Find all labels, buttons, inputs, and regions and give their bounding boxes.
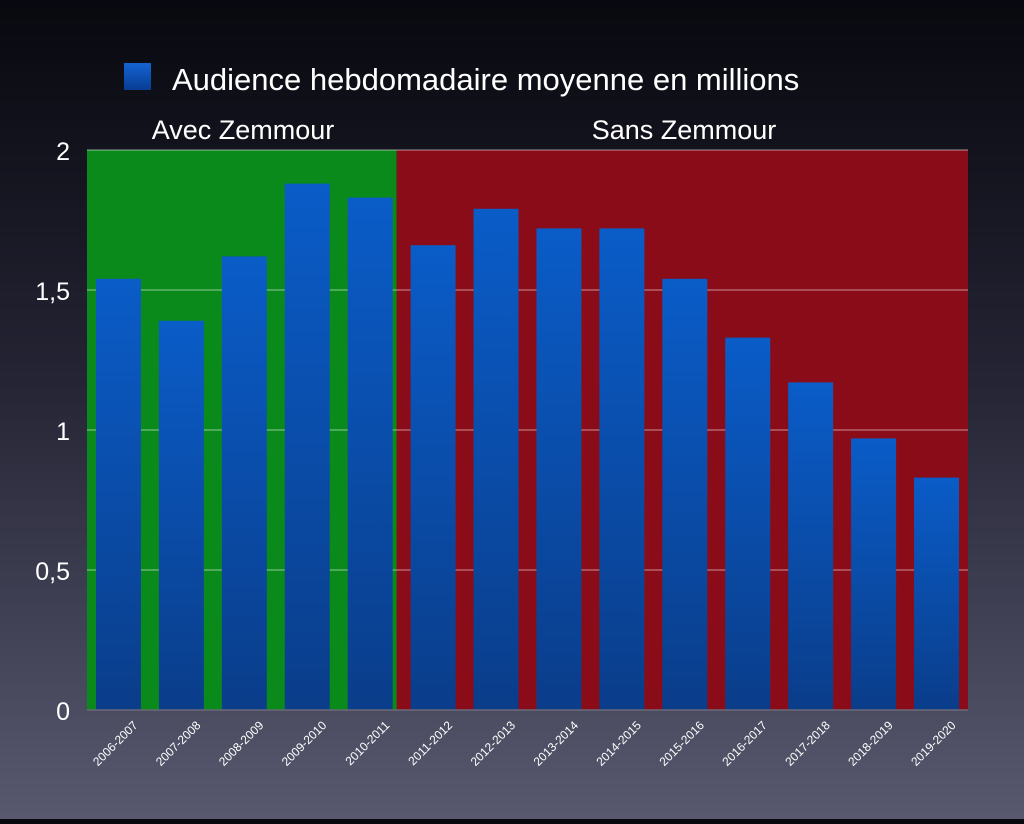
bar-2008-2009 xyxy=(221,256,267,710)
x-tick-label: 2007-2008 xyxy=(153,718,204,769)
region-labels: Avec Zemmour Sans Zemmour xyxy=(152,115,777,145)
bars xyxy=(95,183,960,711)
legend-swatch xyxy=(124,63,151,90)
x-tick-label: 2009-2010 xyxy=(279,718,330,769)
x-tick-label: 2019-2020 xyxy=(908,718,959,769)
x-tick-label: 2015-2016 xyxy=(656,718,707,769)
bar-2018-2019 xyxy=(851,438,897,710)
y-tick-label: 0,5 xyxy=(35,558,70,586)
x-tick-label: 2016-2017 xyxy=(719,718,770,769)
x-tick-label: 2014-2015 xyxy=(594,718,645,769)
region-label-sans: Sans Zemmour xyxy=(592,115,777,145)
bar-2012-2013 xyxy=(473,208,519,711)
x-tick-label: 2017-2018 xyxy=(782,718,833,769)
bar-2016-2017 xyxy=(725,337,771,710)
x-tick-label: 2010-2011 xyxy=(342,718,392,768)
x-tick-label: 2006-2007 xyxy=(90,718,141,769)
y-tick-label: 1,5 xyxy=(35,278,70,306)
bar-2006-2007 xyxy=(95,278,141,710)
x-tick-label: 2012-2013 xyxy=(468,718,519,769)
bar-2009-2010 xyxy=(284,183,330,711)
bar-2014-2015 xyxy=(599,228,645,710)
x-tick-label: 2018-2019 xyxy=(845,718,896,769)
region-label-avec: Avec Zemmour xyxy=(152,115,335,145)
legend-label: Audience hebdomadaire moyenne en million… xyxy=(172,62,799,97)
bar-2019-2020 xyxy=(914,477,960,710)
bar-2010-2011 xyxy=(347,197,393,711)
y-tick-label: 1 xyxy=(56,418,70,446)
x-tick-label: 2013-2014 xyxy=(531,718,582,769)
bar-2015-2016 xyxy=(662,278,708,710)
bar-2013-2014 xyxy=(536,228,582,710)
bar-2011-2012 xyxy=(410,245,456,710)
legend: Audience hebdomadaire moyenne en million… xyxy=(124,62,799,97)
x-tick-label: 2008-2009 xyxy=(216,718,267,769)
bar-2017-2018 xyxy=(788,382,834,710)
bar-2007-2008 xyxy=(158,320,204,710)
x-tick-label: 2011-2012 xyxy=(405,718,455,768)
y-tick-label: 2 xyxy=(56,138,70,166)
y-tick-label: 0 xyxy=(56,698,70,726)
